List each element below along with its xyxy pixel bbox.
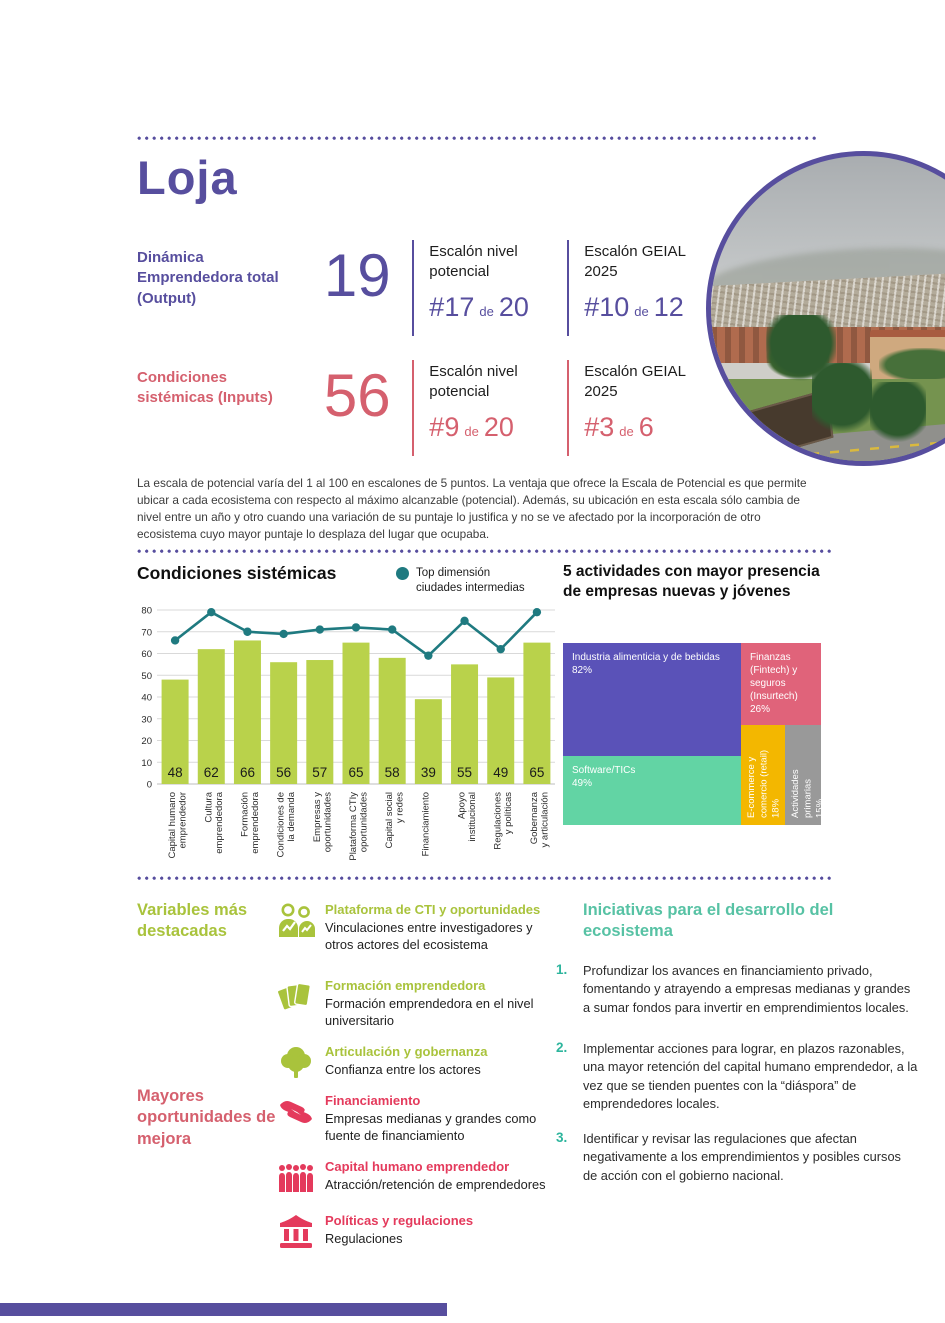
- feature-policies: Políticas y regulaciones Regulaciones: [276, 1212, 544, 1252]
- footer-bar: [0, 1303, 447, 1316]
- svg-text:50: 50: [141, 671, 152, 682]
- page-title: Loja: [137, 151, 238, 204]
- handshake-icon: [276, 1092, 316, 1132]
- metric-value: 56: [323, 362, 391, 429]
- chart-legend: Top dimensión ciudades intermedias: [396, 566, 528, 596]
- svg-text:48: 48: [168, 765, 183, 780]
- city-photo: [706, 151, 945, 466]
- svg-text:60: 60: [141, 649, 152, 660]
- legend-dot-icon: [396, 567, 409, 580]
- legend-label: Top dimensión ciudades intermedias: [416, 567, 525, 594]
- svg-text:Condiciones dela demanda: Condiciones dela demanda: [276, 791, 298, 857]
- metric-value: 19: [323, 242, 391, 309]
- mid-dotted-rule: [137, 549, 833, 554]
- svg-text:Apoyoinstitucional: Apoyoinstitucional: [457, 792, 479, 842]
- treemap-block-primary-activities: Actividades primarias 15%: [785, 725, 821, 825]
- svg-text:65: 65: [348, 765, 363, 780]
- svg-text:65: 65: [529, 765, 544, 780]
- metric-column-geial: Escalón GEIAL 2025 #3 de 6: [567, 360, 712, 456]
- scale-note: La escala de potencial varía del 1 al 10…: [137, 475, 807, 542]
- svg-text:70: 70: [141, 627, 152, 638]
- photo-foliage: [878, 348, 945, 383]
- treemap-block-food-industry: Industria alimenticia y de bebidas 82%: [563, 643, 741, 756]
- feature-entrepreneurial-training: Formación emprendedora Formación emprend…: [276, 977, 544, 1030]
- svg-text:10: 10: [141, 758, 152, 769]
- rank-line: #17 de 20: [429, 292, 529, 322]
- svg-text:Capital humanoemprendedor: Capital humanoemprendedor: [167, 792, 189, 859]
- initiative-item-3: 3. Identificar y revisar las regulacione…: [556, 1130, 901, 1183]
- tree-icon: [276, 1043, 316, 1083]
- bank-icon: [276, 1212, 316, 1252]
- rank-line: #9 de 20: [429, 412, 514, 442]
- svg-text:Financiamiento: Financiamiento: [420, 792, 431, 856]
- svg-text:55: 55: [457, 765, 472, 780]
- metric-column-geial: Escalón GEIAL 2025 #10 de 12: [567, 240, 712, 336]
- feature-human-capital: Capital humano emprendedor Atracción/ret…: [276, 1158, 546, 1198]
- svg-text:30: 30: [141, 714, 152, 725]
- svg-text:40: 40: [141, 693, 152, 704]
- svg-text:Empresas yoportunidades: Empresas yoportunidades: [312, 792, 334, 852]
- feature-financing: Financiamiento Empresas medianas y grand…: [276, 1092, 544, 1145]
- svg-text:20: 20: [141, 736, 152, 747]
- photo-palm-tree: [811, 363, 872, 442]
- opportunities-heading: Mayores oportunidades de mejora: [137, 1087, 276, 1148]
- treemap-title: 5 actividades con mayor presencia de emp…: [563, 563, 820, 600]
- metric-output-row: Dinámica Emprendedora total (Output) 19 …: [137, 240, 712, 336]
- metric-inputs-row: Condiciones sistémicas (Inputs) 56 Escal…: [137, 360, 712, 456]
- svg-text:49: 49: [493, 765, 508, 780]
- people-group-icon: [276, 1158, 316, 1198]
- svg-text:0: 0: [147, 780, 152, 791]
- svg-text:56: 56: [276, 765, 291, 780]
- svg-text:39: 39: [421, 765, 436, 780]
- treemap-block-software: Software/TICs 49%: [563, 756, 741, 825]
- svg-text:Culturaemprendedora: Culturaemprendedora: [203, 791, 225, 854]
- metric-column-potential: Escalón nivel potencial #9 de 20: [412, 360, 553, 456]
- svg-text:57: 57: [312, 765, 327, 780]
- cards-icon: [276, 977, 316, 1017]
- svg-text:62: 62: [204, 765, 219, 780]
- metric-label: Dinámica Emprendedora total (Output): [137, 249, 279, 307]
- treemap-block-fintech: Finanzas (Fintech) y seguros (Insurtech)…: [741, 643, 821, 725]
- photo-palm-tree: [869, 381, 926, 448]
- feature-cti-platform: Plataforma de CTI y oportunidades Vincul…: [276, 901, 544, 954]
- collaboration-icon: [276, 901, 316, 941]
- bottom-dotted-rule: [137, 876, 833, 881]
- conditions-chart: 0 10 20 30 40 50 60 70 80 48 62 66 56 57 65 58 39 55 49 65 C…: [141, 606, 555, 861]
- chart-title: Condiciones sistémicas: [137, 563, 337, 583]
- feature-governance: Articulación y gobernanza Confianza entr…: [276, 1043, 544, 1083]
- svg-text:80: 80: [141, 606, 152, 617]
- metric-column-potential: Escalón nivel potencial #17 de 20: [412, 240, 553, 336]
- activities-treemap: Industria alimenticia y de bebidas 82% F…: [563, 643, 821, 825]
- initiative-item-1: 1. Profundizar los avances en financiami…: [556, 962, 911, 1015]
- svg-text:Gobernanzay articulación: Gobernanzay articulación: [529, 791, 551, 847]
- treemap-block-ecommerce: E-commerce y comercio (retail) 18%: [741, 725, 785, 825]
- svg-text:Plataforma CTIyoportunidades: Plataforma CTIyoportunidades: [348, 792, 370, 861]
- rank-line: #3 de 6: [584, 412, 654, 442]
- highlights-heading: Variables más destacadas: [137, 901, 248, 941]
- rank-line: #10 de 12: [584, 292, 684, 322]
- svg-text:Capital socialy redes: Capital socialy redes: [384, 792, 406, 849]
- top-dotted-rule: [137, 136, 820, 141]
- metric-label: Condiciones sistémicas (Inputs): [137, 369, 273, 407]
- svg-text:58: 58: [385, 765, 400, 780]
- svg-text:Regulacionesy políticas: Regulacionesy políticas: [493, 792, 515, 850]
- initiative-item-2: 2. Implementar acciones para lograr, en …: [556, 1040, 918, 1111]
- initiatives-heading: Iniciativas para el desarrollo del ecosi…: [583, 901, 834, 941]
- svg-text:66: 66: [240, 765, 255, 780]
- svg-text:Formaciónemprendedora: Formaciónemprendedora: [239, 791, 260, 854]
